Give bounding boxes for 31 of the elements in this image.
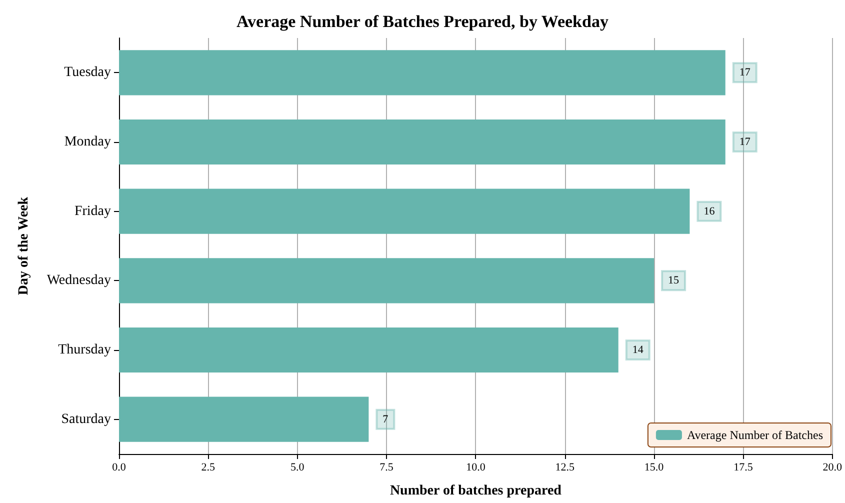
bar — [119, 188, 690, 234]
bar — [119, 258, 654, 304]
bar — [119, 119, 726, 165]
x-axis-title: Number of batches prepared — [390, 484, 562, 498]
bar — [119, 50, 726, 96]
y-axis-title: Day of the Week — [16, 196, 32, 296]
x-tick-label: 12.5 — [555, 462, 575, 474]
x-tick-label: 7.5 — [380, 462, 394, 474]
legend-label: Average Number of Batches — [686, 428, 824, 442]
data-label: 15 — [668, 274, 680, 287]
x-tick-label: 0.0 — [112, 462, 126, 474]
x-tick-label: 2.5 — [201, 462, 216, 474]
data-label: 16 — [704, 205, 716, 218]
y-tick-label: Wednesday — [46, 273, 111, 288]
x-tick-label: 17.5 — [734, 462, 754, 474]
data-label: 17 — [739, 136, 751, 148]
data-label: 14 — [632, 344, 644, 356]
y-tick-label: Monday — [64, 134, 111, 150]
y-tick-label: Saturday — [61, 412, 111, 427]
x-tick-label: 10.0 — [466, 462, 486, 474]
x-tick-label: 20.0 — [822, 462, 842, 474]
x-tick-label: 5.0 — [290, 462, 305, 474]
bar — [119, 327, 618, 373]
y-tick-label: Thursday — [58, 342, 111, 358]
data-label: 17 — [739, 66, 751, 79]
bar — [119, 396, 369, 442]
y-tick-label: Tuesday — [64, 65, 111, 80]
data-label: 7 — [382, 413, 389, 426]
y-tick-label: Friday — [74, 204, 111, 219]
chart-title: Average Number of Batches Prepared, by Weekday — [236, 12, 609, 31]
x-tick-label: 15.0 — [644, 462, 664, 474]
